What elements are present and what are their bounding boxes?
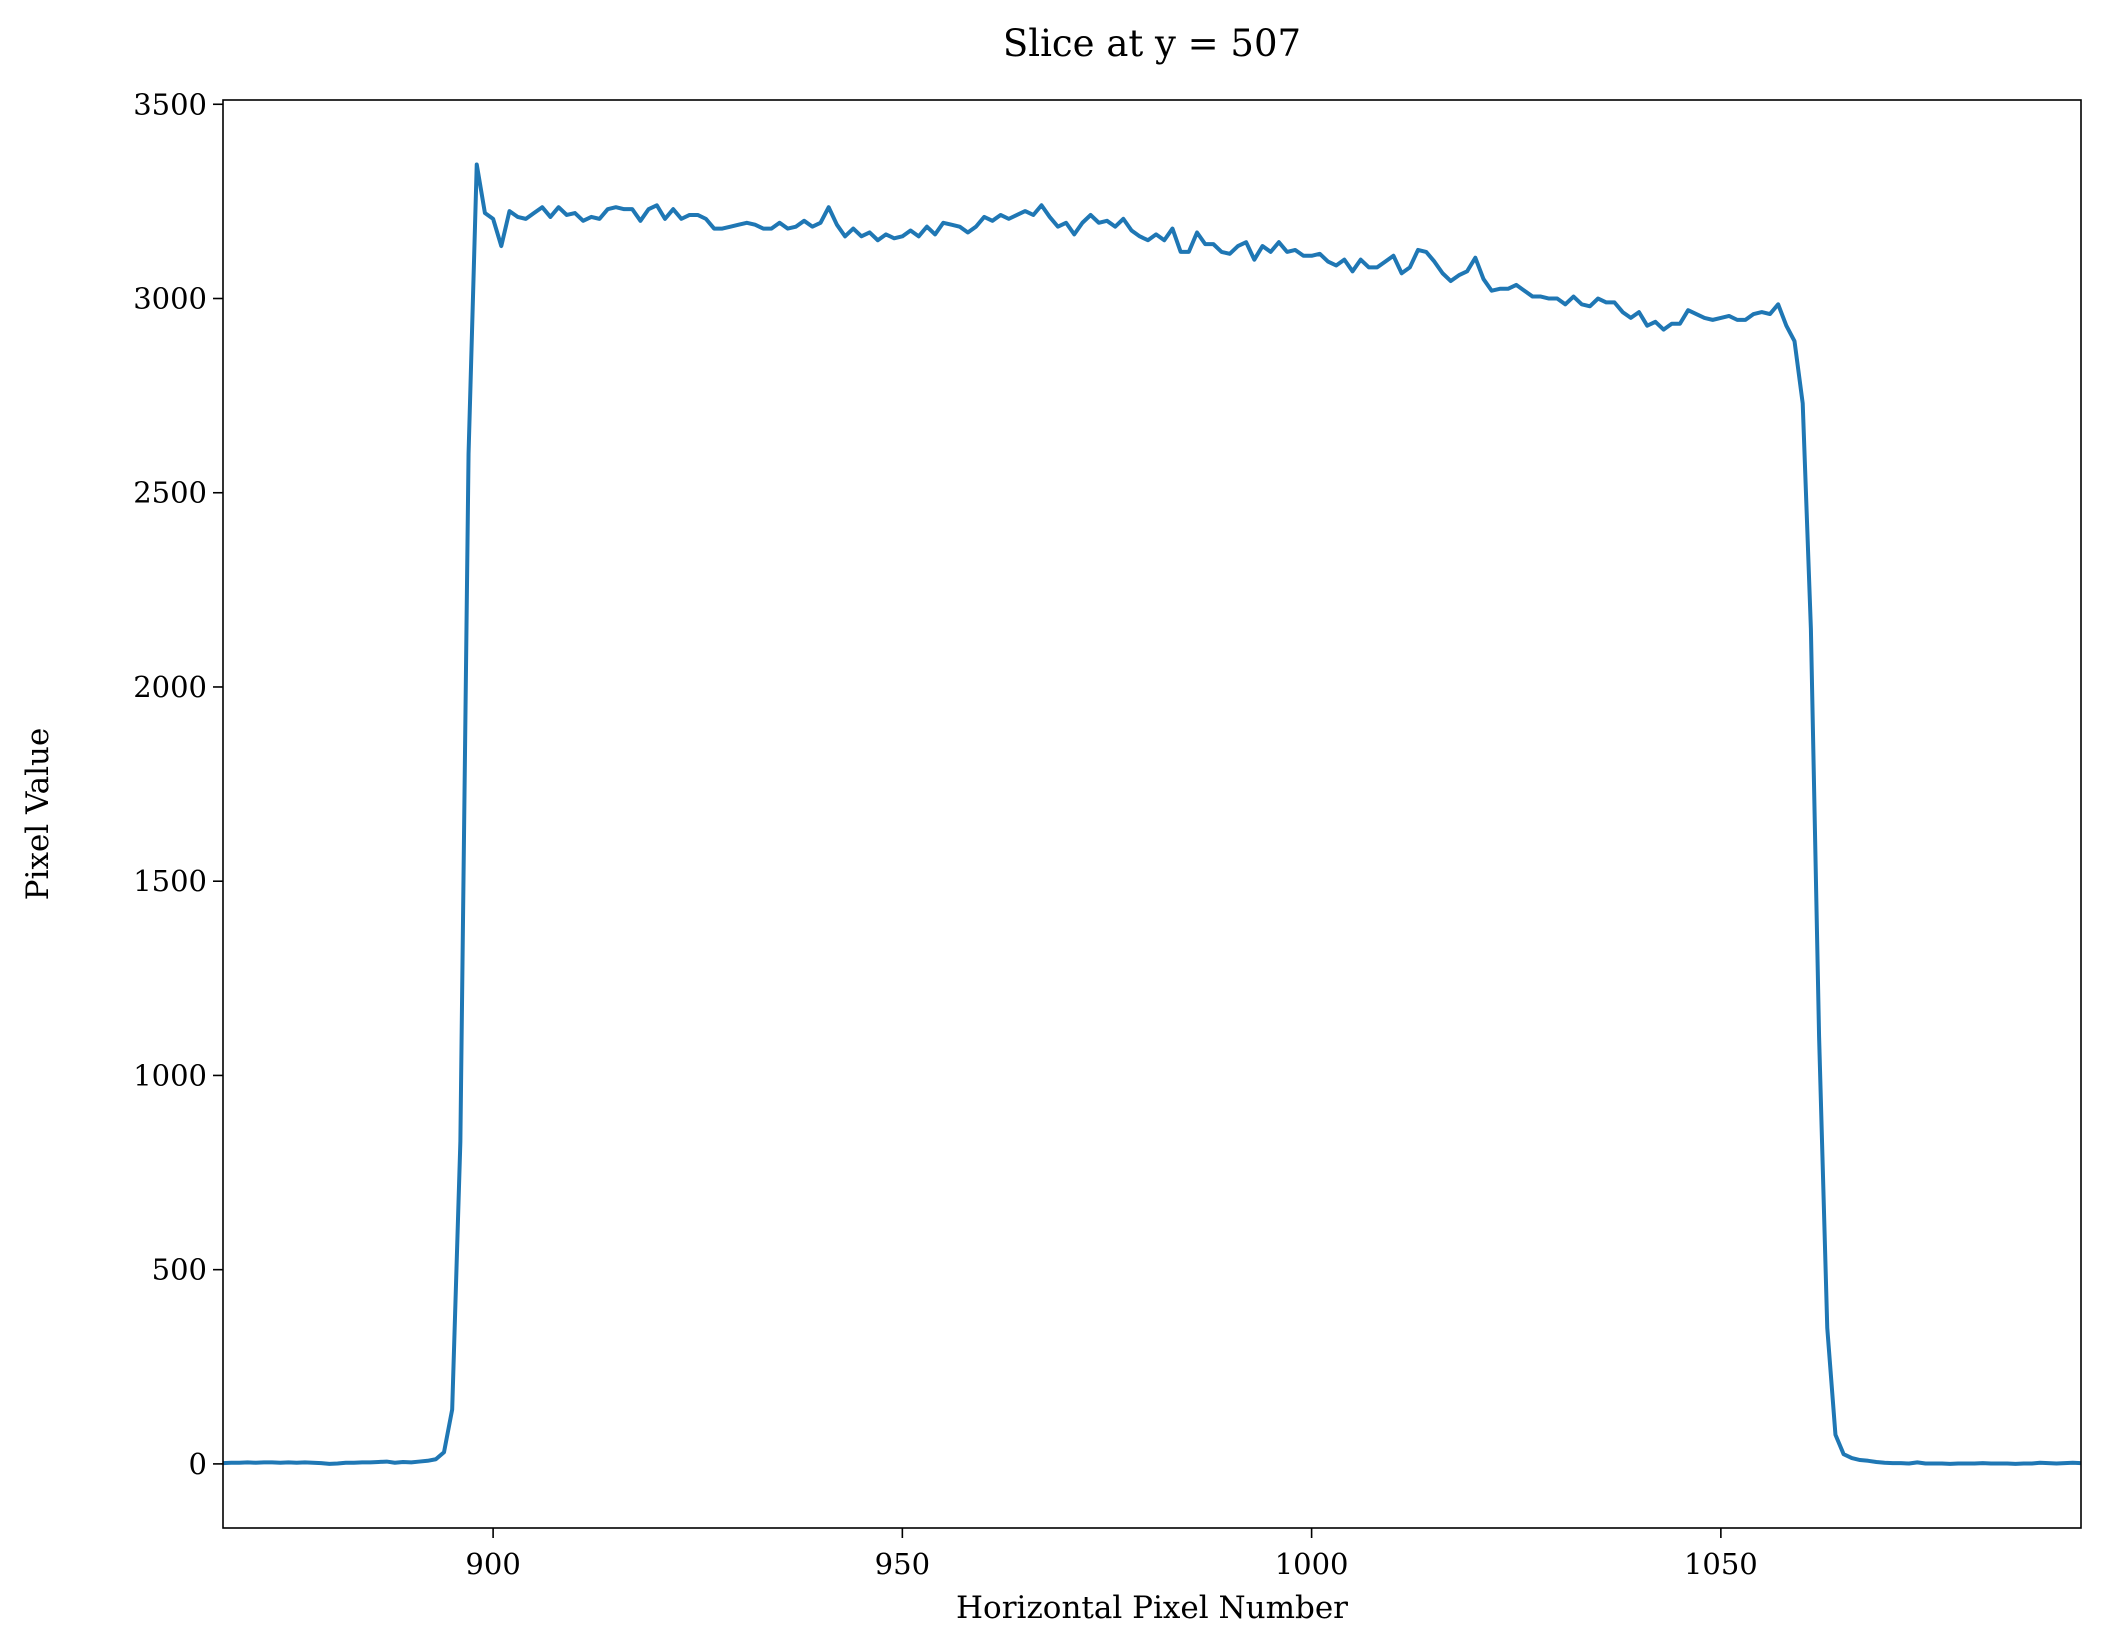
y-tick-label: 1500	[133, 864, 207, 898]
y-tick-label: 3500	[133, 87, 207, 121]
x-tick-label: 950	[875, 1547, 930, 1581]
x-axis-label: Horizontal Pixel Number	[956, 1590, 1348, 1626]
y-axis-label: Pixel Value	[20, 728, 56, 901]
y-tick-label: 3000	[133, 282, 207, 316]
x-tick-label: 1000	[1275, 1547, 1349, 1581]
y-tick-label: 2500	[133, 476, 207, 510]
y-tick-label: 1000	[133, 1058, 207, 1092]
chart-title: Slice at y = 507	[1003, 22, 1301, 65]
y-tick-label: 2000	[133, 670, 207, 704]
plot-frame	[222, 99, 2082, 1529]
x-tick-label: 900	[465, 1547, 520, 1581]
y-tick-label: 0	[189, 1447, 207, 1481]
y-tick-label: 500	[152, 1253, 207, 1287]
x-tick-label: 1050	[1684, 1547, 1758, 1581]
data-line	[223, 162, 2081, 1466]
